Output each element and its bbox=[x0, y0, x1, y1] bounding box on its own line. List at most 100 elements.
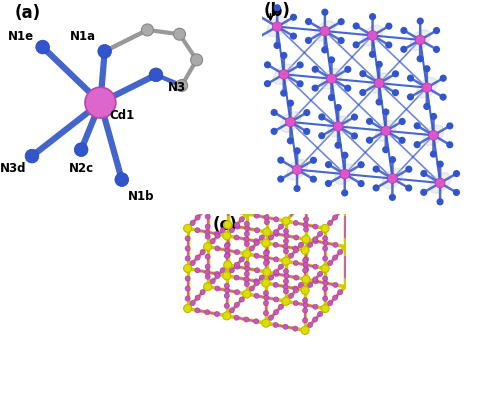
Circle shape bbox=[224, 253, 230, 258]
Circle shape bbox=[284, 279, 288, 284]
Circle shape bbox=[434, 28, 440, 33]
Circle shape bbox=[264, 250, 268, 255]
Circle shape bbox=[454, 190, 460, 195]
Circle shape bbox=[263, 268, 271, 276]
Circle shape bbox=[335, 143, 341, 148]
Circle shape bbox=[184, 265, 192, 272]
Circle shape bbox=[214, 231, 220, 236]
Circle shape bbox=[224, 261, 232, 269]
Circle shape bbox=[310, 157, 316, 163]
Ellipse shape bbox=[322, 69, 342, 89]
Ellipse shape bbox=[430, 173, 450, 193]
Circle shape bbox=[214, 312, 220, 316]
Circle shape bbox=[239, 297, 244, 302]
Text: N1b: N1b bbox=[128, 190, 154, 203]
Circle shape bbox=[264, 261, 268, 266]
Circle shape bbox=[264, 259, 270, 265]
Circle shape bbox=[440, 75, 446, 81]
Circle shape bbox=[436, 178, 445, 188]
Circle shape bbox=[185, 256, 190, 261]
Circle shape bbox=[366, 137, 372, 143]
Circle shape bbox=[294, 235, 299, 240]
Circle shape bbox=[274, 5, 280, 11]
Circle shape bbox=[338, 249, 342, 255]
Circle shape bbox=[224, 243, 230, 248]
Circle shape bbox=[244, 261, 250, 267]
Circle shape bbox=[294, 248, 298, 253]
Circle shape bbox=[284, 289, 288, 294]
Circle shape bbox=[184, 305, 192, 312]
Circle shape bbox=[302, 258, 308, 263]
Circle shape bbox=[282, 257, 290, 265]
Text: (a): (a) bbox=[15, 4, 41, 22]
Circle shape bbox=[282, 297, 290, 305]
Circle shape bbox=[400, 118, 405, 124]
Circle shape bbox=[250, 286, 254, 291]
Circle shape bbox=[250, 246, 254, 251]
Circle shape bbox=[273, 242, 278, 248]
Circle shape bbox=[306, 38, 312, 43]
Circle shape bbox=[225, 242, 230, 248]
Circle shape bbox=[184, 225, 192, 232]
Circle shape bbox=[195, 295, 200, 300]
Circle shape bbox=[244, 317, 249, 322]
Circle shape bbox=[401, 46, 406, 52]
Circle shape bbox=[306, 19, 312, 25]
Circle shape bbox=[302, 298, 308, 303]
Circle shape bbox=[274, 231, 279, 236]
Circle shape bbox=[176, 80, 188, 91]
Circle shape bbox=[388, 173, 398, 183]
Ellipse shape bbox=[410, 30, 430, 50]
Circle shape bbox=[338, 289, 342, 295]
Circle shape bbox=[342, 190, 347, 196]
Circle shape bbox=[318, 271, 322, 276]
Circle shape bbox=[204, 270, 210, 275]
Circle shape bbox=[190, 221, 195, 225]
Circle shape bbox=[264, 291, 268, 296]
Circle shape bbox=[332, 255, 338, 260]
Circle shape bbox=[319, 133, 324, 139]
Circle shape bbox=[185, 276, 190, 281]
Circle shape bbox=[321, 265, 329, 272]
Circle shape bbox=[244, 221, 250, 227]
Circle shape bbox=[115, 173, 128, 187]
Circle shape bbox=[422, 83, 432, 93]
Circle shape bbox=[264, 62, 270, 68]
Circle shape bbox=[224, 303, 230, 308]
Circle shape bbox=[278, 224, 283, 229]
Circle shape bbox=[254, 213, 259, 218]
Circle shape bbox=[326, 181, 332, 187]
Circle shape bbox=[244, 277, 249, 282]
Circle shape bbox=[244, 241, 250, 246]
Circle shape bbox=[244, 231, 250, 236]
Text: N2c: N2c bbox=[68, 162, 94, 175]
Circle shape bbox=[392, 90, 398, 95]
Circle shape bbox=[262, 279, 270, 287]
Circle shape bbox=[304, 267, 308, 272]
Circle shape bbox=[322, 286, 328, 291]
Circle shape bbox=[283, 324, 288, 329]
Ellipse shape bbox=[280, 112, 300, 132]
Circle shape bbox=[254, 253, 259, 258]
Circle shape bbox=[254, 268, 260, 273]
Circle shape bbox=[215, 233, 220, 238]
Circle shape bbox=[254, 239, 258, 244]
Circle shape bbox=[304, 110, 310, 116]
Circle shape bbox=[190, 301, 195, 306]
Circle shape bbox=[294, 186, 300, 191]
Circle shape bbox=[302, 278, 308, 283]
Circle shape bbox=[414, 123, 420, 129]
Circle shape bbox=[243, 250, 251, 258]
Ellipse shape bbox=[376, 121, 396, 141]
Circle shape bbox=[260, 275, 264, 280]
Circle shape bbox=[185, 286, 190, 291]
Circle shape bbox=[424, 66, 430, 72]
Ellipse shape bbox=[267, 16, 287, 37]
Circle shape bbox=[284, 228, 288, 234]
Circle shape bbox=[288, 138, 294, 144]
Circle shape bbox=[224, 293, 230, 298]
Circle shape bbox=[264, 255, 269, 260]
Circle shape bbox=[366, 118, 372, 124]
Circle shape bbox=[272, 22, 282, 32]
Circle shape bbox=[360, 71, 366, 76]
